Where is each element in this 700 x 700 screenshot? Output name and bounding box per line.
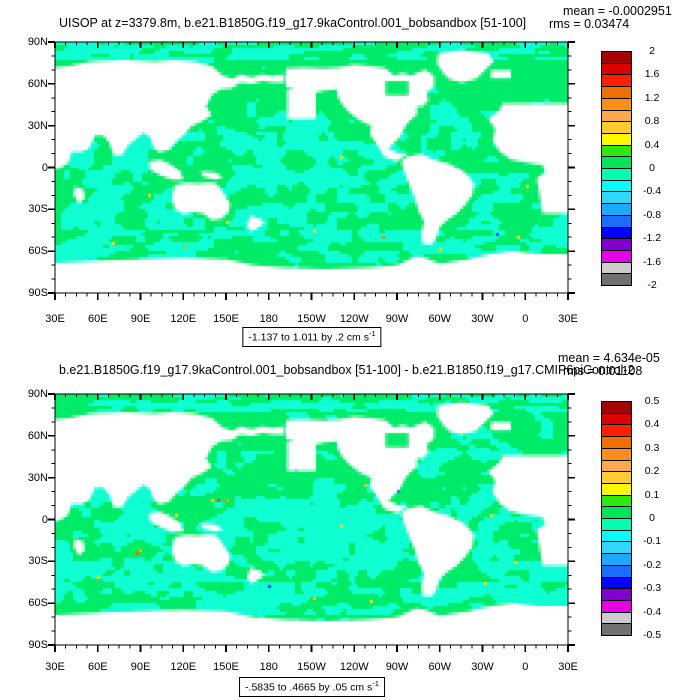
range-caption-2: -.5835 to .4665 by .05 cm s-1 — [239, 677, 385, 697]
lon-tick-label: 60E — [87, 313, 108, 325]
lon-tick-label: 0 — [522, 313, 529, 325]
lat-tick-label: 0 — [41, 161, 48, 174]
colorbar-tick-label: -0.5 — [642, 629, 662, 641]
lon-tick-label: 30E — [558, 661, 578, 673]
lon-tick-label: 30E — [45, 661, 65, 673]
colorbar-tick-label: 0.4 — [644, 138, 660, 151]
colorbar-tick-label: -0.8 — [642, 208, 662, 221]
lon-tick-label: 60E — [87, 661, 108, 673]
lat-tick-label: 30N — [27, 471, 48, 484]
lon-tick-label: 30E — [558, 313, 578, 325]
panel-1-rms-label: rms = 0.03474 — [549, 17, 630, 31]
lat-tick-label: 90N — [27, 388, 48, 400]
colorbar-tick-label: -2 — [647, 279, 657, 291]
lat-tick-label: 60N — [27, 77, 48, 90]
lat-tick-label: 90S — [28, 287, 48, 299]
lat-tick-label: 90N — [27, 36, 48, 48]
lat-tick-label: 60N — [27, 429, 48, 442]
lon-tick-label: 30W — [471, 313, 494, 325]
colorbar-tick-label: -0.4 — [642, 605, 662, 618]
colorbar-tick-label: 0.3 — [644, 441, 660, 454]
lon-tick-label: 90W — [385, 661, 409, 673]
lat-tick-label: 0 — [41, 513, 48, 526]
panel-2-mean-label: mean = 4.634e-05 — [558, 351, 660, 365]
colorbar-box — [601, 623, 632, 636]
range-caption-1: -1.137 to 1.011 by .2 cm s-1 — [242, 327, 382, 347]
colorbar-tick-label: -0.3 — [642, 582, 662, 595]
lon-tick-label: 120W — [339, 661, 369, 673]
lon-tick-label: 150W — [297, 661, 326, 673]
colorbar-tick-label: 0.5 — [644, 395, 660, 407]
lon-tick-label: 90W — [385, 313, 409, 325]
lon-tick-label: 30W — [471, 661, 494, 673]
lat-tick-label: 60S — [28, 597, 48, 610]
lat-tick-label: 30S — [28, 203, 48, 216]
panel-2-rms-label: rms = 0.01108 — [563, 364, 643, 378]
colorbar-tick-label: 1.2 — [644, 91, 660, 104]
lon-tick-label: 90E — [130, 661, 151, 673]
colorbar-tick-label: -0.2 — [642, 558, 662, 571]
lon-tick-label: 150E — [213, 313, 239, 325]
lon-tick-label: 120E — [170, 313, 197, 325]
colorbar-tick-label: 0 — [649, 512, 655, 524]
colorbar-tick-label: -0.4 — [642, 185, 662, 198]
lon-tick-label: 0 — [522, 661, 529, 673]
lon-tick-label: 180 — [259, 661, 278, 673]
lon-tick-label: 90E — [130, 313, 151, 325]
colorbar-tick-label: 0.8 — [644, 115, 660, 128]
colorbar-tick-label: 0 — [649, 162, 655, 174]
lat-tick-label: 60S — [28, 245, 48, 258]
range-caption-1-text: -1.137 to 1.011 by .2 cm s — [248, 331, 369, 344]
lon-tick-label: 150W — [297, 313, 326, 325]
range-caption-2-text: -.5835 to .4665 by .05 cm s — [245, 681, 373, 694]
lon-tick-label: 60W — [428, 661, 452, 673]
colorbar-tick-label: 1.6 — [644, 68, 660, 81]
lon-tick-label: 150E — [213, 661, 239, 673]
lon-tick-label: 180 — [259, 313, 278, 325]
colorbar-tick-label: -1.6 — [642, 255, 662, 268]
lon-tick-label: 60W — [428, 313, 452, 325]
colorbar-tick-label: -1.2 — [642, 232, 662, 245]
lat-tick-label: 30N — [27, 119, 48, 132]
lon-tick-label: 30E — [45, 313, 65, 325]
lat-tick-label: 30S — [28, 555, 48, 568]
panel-2-title: b.e21.B1850G.f19_g17.9kaControl.001_bobs… — [59, 363, 635, 377]
colorbar-tick-label: 0.2 — [644, 465, 660, 478]
colorbar-tick-label: 2 — [649, 45, 655, 57]
lon-tick-label: 120W — [339, 313, 369, 325]
lon-tick-label: 120E — [170, 661, 197, 673]
colorbar-tick-label: -0.1 — [642, 535, 662, 548]
map-panel-2 — [55, 394, 568, 645]
map-panel-1 — [55, 42, 568, 293]
panel-1-title: UISOP at z=3379.8m, b.e21.B1850G.f19_g17… — [59, 16, 527, 30]
lat-tick-label: 90S — [28, 639, 48, 651]
colorbar-box — [601, 273, 632, 286]
range-caption-2-sup: -1 — [372, 679, 379, 688]
colorbar-tick-label: 0.1 — [644, 488, 660, 501]
colorbar-tick-label: 0.4 — [644, 418, 660, 431]
range-caption-1-sup: -1 — [368, 329, 376, 338]
panel-1-mean-label: mean = -0.0002951 — [563, 4, 672, 18]
